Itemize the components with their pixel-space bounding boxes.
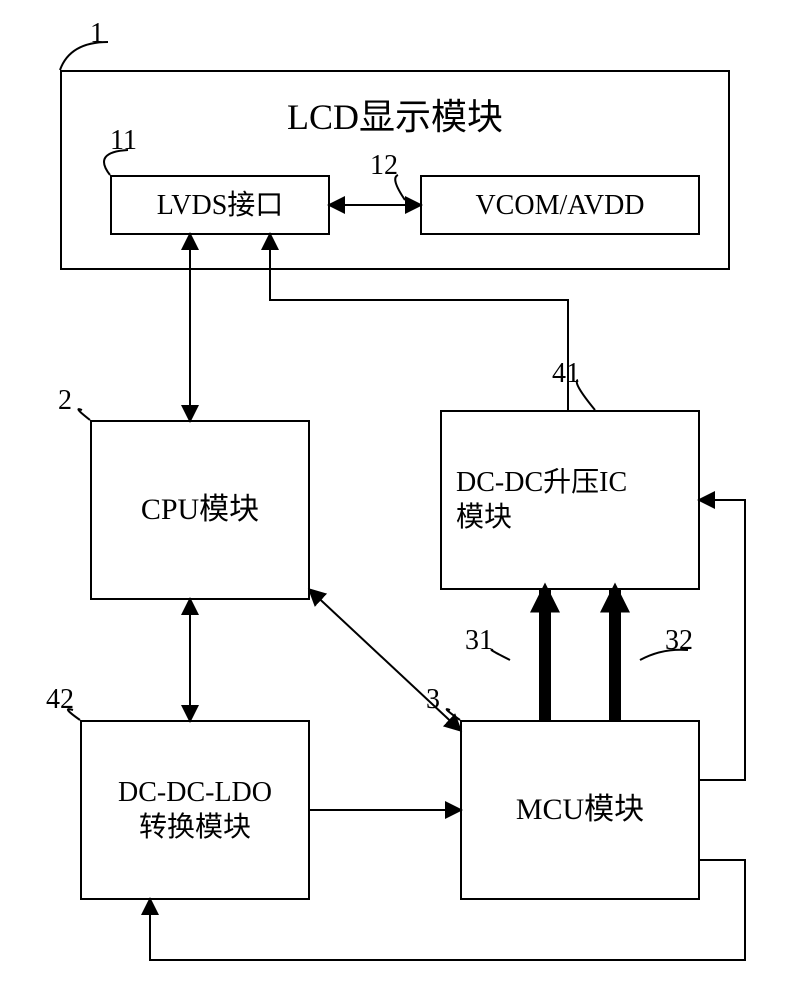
node-cpu: CPU模块 <box>90 420 310 600</box>
ref-12: 12 <box>370 150 398 182</box>
diagram-stage: LCD显示模块 LVDS接口 VCOM/AVDD CPU模块 DC-DC升压IC… <box>0 0 787 1000</box>
ref-41: 41 <box>552 358 580 390</box>
node-mcu: MCU模块 <box>460 720 700 900</box>
lead-r2 <box>78 409 90 420</box>
ref-32: 32 <box>665 625 693 657</box>
lcd-title: LCD显示模块 <box>60 88 730 140</box>
ref-42: 42 <box>46 684 74 716</box>
ref-11: 11 <box>110 125 137 157</box>
ref-2: 2 <box>58 385 72 417</box>
node-vcom: VCOM/AVDD <box>420 175 700 235</box>
node-dcdc-boost: DC-DC升压IC 模块 <box>440 410 700 590</box>
lead-r3 <box>447 709 460 720</box>
lead-r31 <box>491 650 510 660</box>
ref-1: 1 <box>90 18 104 50</box>
ref-3: 3 <box>426 684 440 716</box>
node-dcdc-ldo: DC-DC-LDO 转换模块 <box>80 720 310 900</box>
node-lvds: LVDS接口 <box>110 175 330 235</box>
ref-31: 31 <box>465 625 493 657</box>
arrow-mcu-boost-right <box>700 500 745 780</box>
